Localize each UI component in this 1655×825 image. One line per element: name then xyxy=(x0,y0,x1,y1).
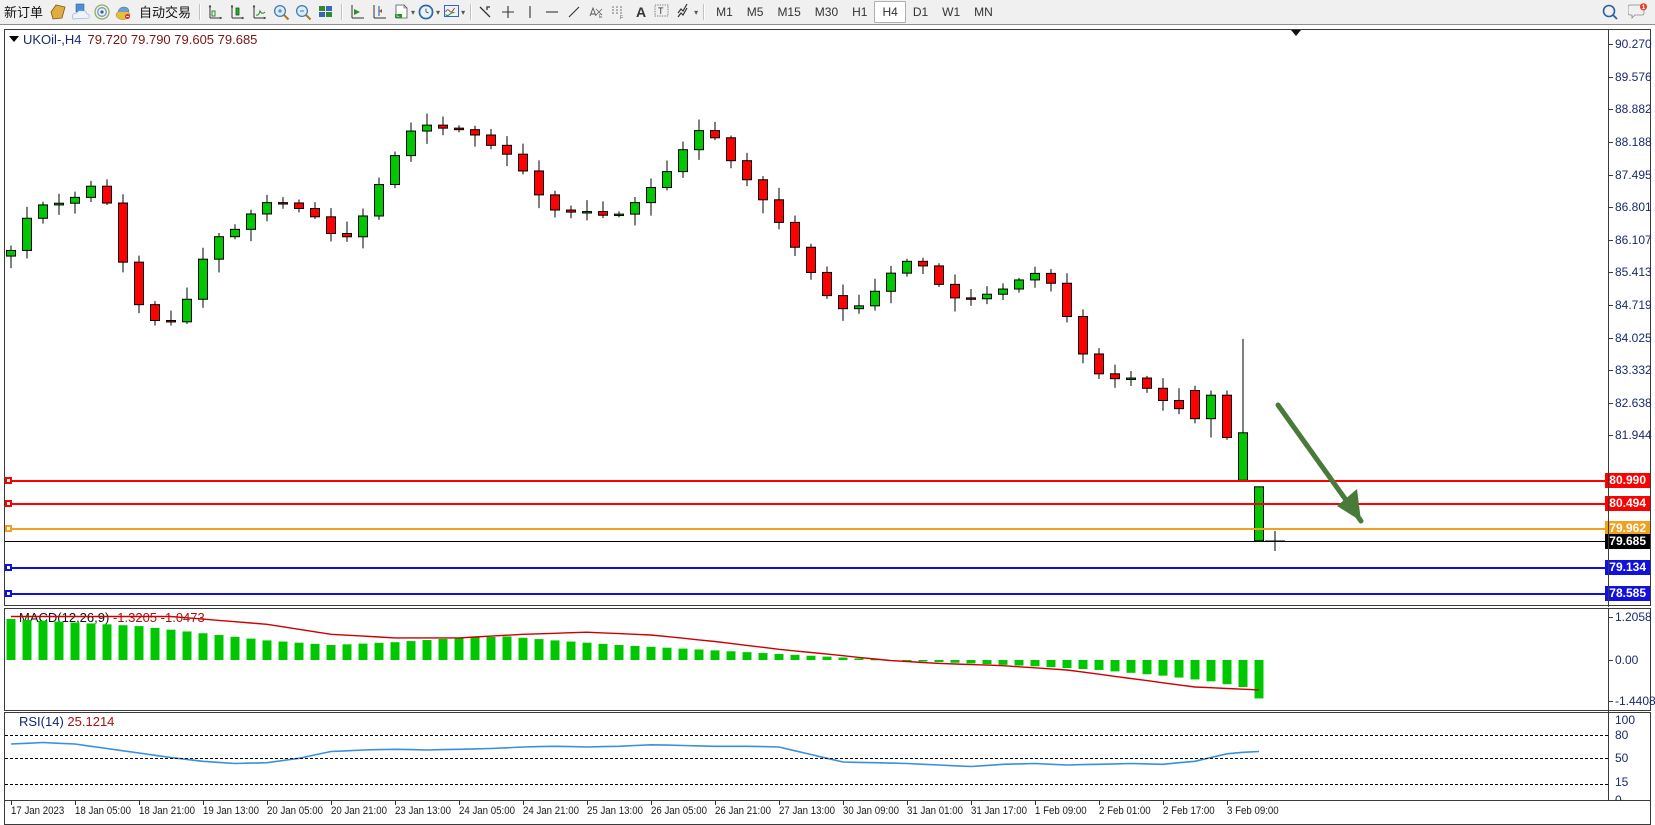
svg-text:T: T xyxy=(658,6,664,16)
svg-text:E: E xyxy=(599,14,603,20)
svg-text:F: F xyxy=(620,15,623,21)
